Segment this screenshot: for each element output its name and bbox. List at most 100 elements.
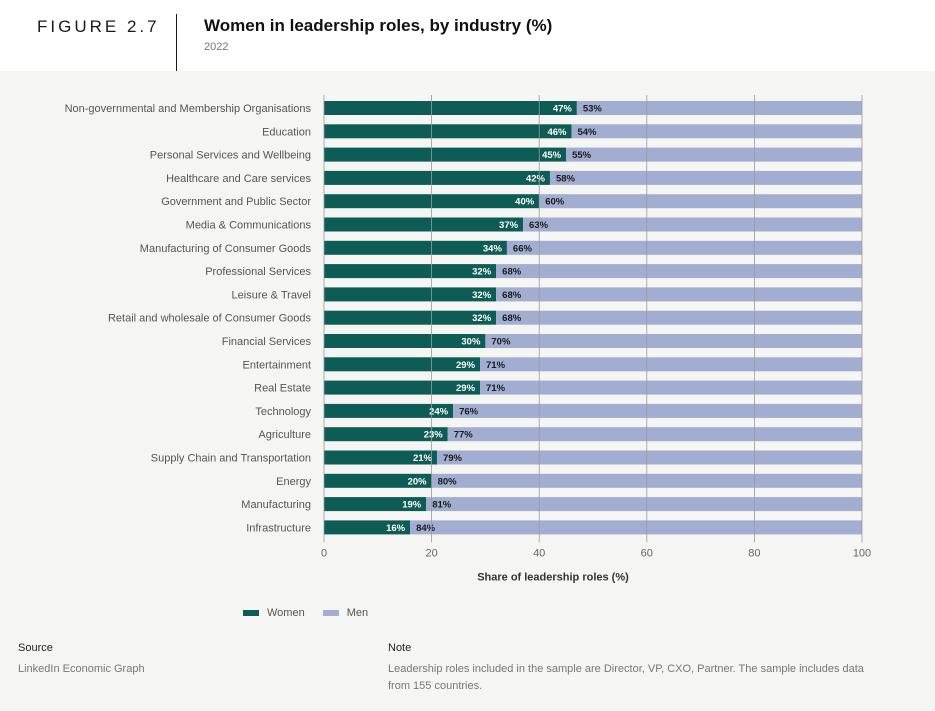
category-label: Energy bbox=[276, 476, 311, 488]
bar-women bbox=[324, 124, 572, 139]
bar-women bbox=[324, 427, 448, 442]
legend-label-men: Men bbox=[346, 607, 369, 619]
bar-men bbox=[496, 310, 862, 325]
bar-men bbox=[426, 497, 862, 512]
bar-men bbox=[453, 403, 862, 418]
data-label-women: 37% bbox=[499, 220, 519, 231]
chart-title: Women in leadership roles, by industry (… bbox=[204, 16, 553, 35]
category-label: Supply Chain and Transportation bbox=[151, 453, 311, 465]
bar-men bbox=[571, 124, 862, 139]
bar-women bbox=[324, 287, 497, 302]
x-tick-label: 20 bbox=[425, 547, 437, 559]
category-label: Non-governmental and Membership Organisa… bbox=[65, 103, 312, 115]
legend-item-men: Men bbox=[322, 607, 369, 619]
category-label: Financial Services bbox=[222, 336, 312, 348]
data-label-women: 45% bbox=[542, 150, 562, 161]
data-label-women: 24% bbox=[429, 406, 449, 417]
category-label: Infrastructure bbox=[246, 522, 311, 534]
chart-panel: Non-governmental and Membership Organisa… bbox=[0, 71, 935, 711]
data-label-men: 68% bbox=[502, 267, 522, 278]
bar-women bbox=[324, 101, 577, 115]
figure-label: FIGURE 2.7 bbox=[37, 17, 160, 36]
header-divider bbox=[176, 14, 177, 71]
data-label-women: 32% bbox=[472, 290, 492, 301]
data-label-men: 84% bbox=[416, 523, 436, 534]
bar-women bbox=[324, 217, 524, 232]
category-label: Retail and wholesale of Consumer Goods bbox=[108, 313, 312, 325]
data-label-women: 23% bbox=[424, 430, 444, 441]
data-label-women: 19% bbox=[402, 500, 422, 511]
bar-men bbox=[566, 147, 862, 162]
note-line-2: from 155 countries. bbox=[388, 680, 483, 692]
bar-men bbox=[549, 170, 862, 185]
bar-men bbox=[480, 380, 862, 395]
chart-legend: Women Men bbox=[243, 607, 386, 619]
data-label-men: 81% bbox=[432, 500, 452, 511]
note-line-1: Leadership roles included in the sample … bbox=[388, 663, 864, 675]
data-label-men: 68% bbox=[502, 290, 522, 301]
category-label: Technology bbox=[255, 406, 311, 418]
category-label: Manufacturing bbox=[241, 499, 311, 511]
legend-item-women: Women bbox=[243, 607, 305, 619]
category-label: Education bbox=[262, 126, 311, 138]
legend-swatch-women bbox=[243, 610, 259, 616]
bar-women bbox=[324, 450, 437, 465]
data-label-women: 30% bbox=[461, 337, 481, 348]
bar-women bbox=[324, 403, 454, 418]
data-label-women: 34% bbox=[483, 243, 503, 254]
data-label-men: 80% bbox=[438, 476, 458, 487]
data-label-women: 47% bbox=[553, 104, 573, 115]
data-label-women: 20% bbox=[408, 476, 428, 487]
data-label-men: 53% bbox=[583, 104, 603, 115]
data-label-men: 68% bbox=[502, 313, 522, 324]
category-label: Personal Services and Wellbeing bbox=[150, 150, 311, 162]
legend-swatch-men bbox=[322, 610, 339, 616]
x-tick-label: 100 bbox=[853, 547, 871, 559]
source-label: Source bbox=[18, 642, 53, 654]
bar-women bbox=[324, 357, 481, 372]
bar-women bbox=[324, 147, 567, 162]
bar-men bbox=[485, 334, 862, 348]
data-label-men: 77% bbox=[454, 430, 474, 441]
x-tick-label: 60 bbox=[641, 547, 653, 559]
data-label-men: 76% bbox=[459, 406, 479, 417]
bar-men bbox=[506, 240, 862, 255]
bar-chart: Non-governmental and Membership Organisa… bbox=[65, 95, 871, 583]
data-label-women: 16% bbox=[386, 523, 406, 534]
data-label-women: 29% bbox=[456, 360, 476, 371]
figure-header: FIGURE 2.7 Women in leadership roles, by… bbox=[0, 0, 935, 71]
bar-men bbox=[496, 287, 862, 302]
bar-women bbox=[324, 264, 497, 279]
bar-men bbox=[436, 450, 862, 465]
bar-men bbox=[480, 357, 862, 372]
x-axis-label: Share of leadership roles (%) bbox=[477, 571, 629, 583]
bar-men bbox=[539, 194, 862, 209]
bar-women bbox=[324, 473, 432, 488]
data-label-men: 71% bbox=[486, 360, 506, 371]
data-label-men: 79% bbox=[443, 453, 463, 464]
category-label: Media & Communications bbox=[186, 220, 312, 232]
data-label-women: 46% bbox=[547, 127, 567, 138]
data-label-women: 32% bbox=[472, 313, 492, 324]
data-label-women: 32% bbox=[472, 267, 492, 278]
data-label-women: 42% bbox=[526, 173, 546, 184]
category-label: Government and Public Sector bbox=[161, 196, 311, 208]
bar-women bbox=[324, 240, 507, 255]
x-tick-label: 0 bbox=[321, 547, 327, 559]
bar-women bbox=[324, 170, 550, 185]
data-label-women: 40% bbox=[515, 197, 535, 208]
note-label: Note bbox=[388, 642, 412, 654]
bar-women bbox=[324, 334, 486, 348]
data-label-men: 71% bbox=[486, 383, 506, 394]
category-label: Professional Services bbox=[205, 266, 311, 278]
bar-women bbox=[324, 497, 427, 512]
bar-women bbox=[324, 520, 411, 535]
data-label-men: 66% bbox=[513, 243, 533, 254]
data-label-men: 58% bbox=[556, 173, 576, 184]
category-label: Leisure & Travel bbox=[232, 289, 311, 301]
bar-men bbox=[576, 101, 862, 115]
source-text: LinkedIn Economic Graph bbox=[18, 663, 145, 675]
legend-label-women: Women bbox=[267, 607, 305, 619]
category-label: Manufacturing of Consumer Goods bbox=[140, 243, 312, 255]
data-label-women: 21% bbox=[413, 453, 433, 464]
